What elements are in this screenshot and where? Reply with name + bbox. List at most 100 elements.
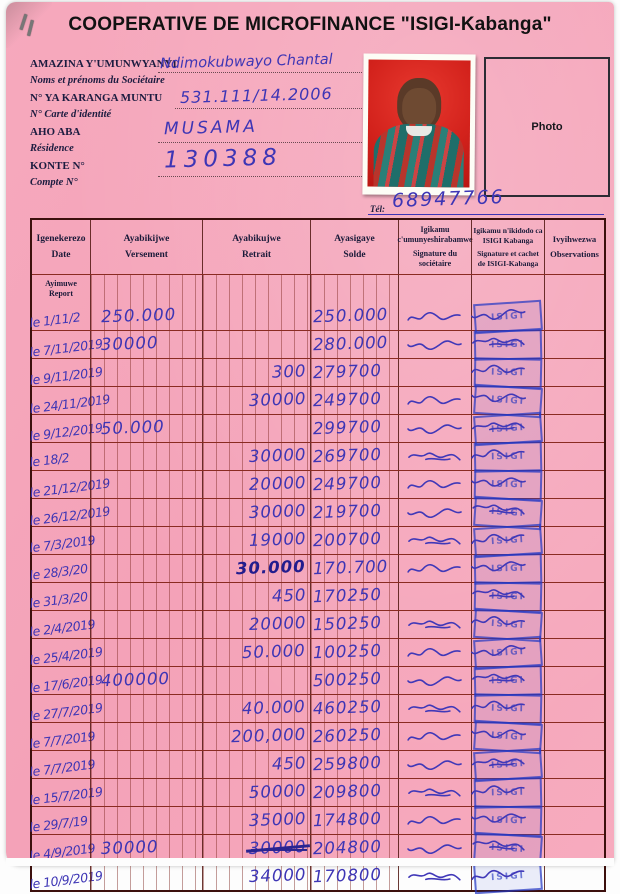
member-signature-cell: [398, 863, 471, 890]
date-cell: le 2/4/2019: [29, 611, 96, 639]
table-row: le 26/12/2019 30000 219700 ISIGI: [29, 495, 604, 530]
coop-stamp-cell: ISIGI: [471, 495, 544, 530]
field-account-value: 130388: [163, 144, 283, 174]
coop-stamp-cell: ISIGI: [471, 523, 544, 558]
col-header-member-signature: Igikamu c'umunyeshirabamwe Signature du s…: [397, 220, 473, 274]
versement-cell: [90, 443, 202, 470]
date-cell: le 7/7/2019: [29, 723, 96, 751]
versement-cell: [90, 639, 202, 666]
coop-stamp-cell: ISIGI: [471, 607, 544, 642]
field-residence-value: MUSAMA: [163, 116, 259, 140]
date-value: le 7/7/2019: [28, 728, 96, 752]
field-name-line: [158, 72, 362, 73]
field-residence-line: [158, 142, 362, 143]
member-signature-icon: [471, 308, 526, 320]
date-cell: le 18/2: [29, 443, 90, 470]
field-residence-label-fr: Résidence: [30, 143, 74, 154]
retrait-cell: 35000: [202, 807, 310, 834]
table-row: le 29/7/19 35000 174800 ISIGI: [29, 804, 604, 837]
member-signature-icon: [408, 871, 461, 881]
retrait-cell: 30000: [202, 387, 310, 414]
member-signature-cell: [398, 611, 471, 638]
col-header-coop-stamp: Igikamu n'ikidodo ca ISIGI Kabanga Signat…: [471, 220, 544, 274]
isigi-stamp-icon: ISIGI: [472, 747, 543, 782]
versement-cell: [90, 695, 202, 722]
observation-cell: [544, 471, 604, 498]
versement-value: 30000: [100, 333, 159, 355]
scan-edge: [6, 858, 614, 866]
member-signature-cell: [398, 331, 471, 358]
report-label: Ayimuwe Report: [45, 279, 77, 298]
solde-cell: 259800: [310, 751, 398, 778]
member-signature-icon: [408, 535, 461, 545]
versement-cell: [90, 527, 202, 554]
date-cell: le 28/3/20: [29, 555, 90, 583]
versement-value: 30000: [100, 837, 159, 859]
versement-cell: [90, 471, 202, 498]
coop-stamp-cell: ISIGI: [471, 804, 544, 837]
member-signature-cell: [398, 415, 471, 442]
member-signature-cell: [398, 471, 471, 498]
solde-value: 260250: [312, 725, 383, 747]
solde-value: 200700: [312, 529, 383, 551]
isigi-stamp-icon: ISIGI: [472, 580, 543, 613]
solde-cell: 249700: [310, 471, 398, 498]
observation-cell: [544, 303, 604, 330]
member-signature-cell: [398, 555, 471, 582]
solde-cell: 219700: [310, 499, 398, 526]
member-signature-cell: [398, 751, 471, 778]
solde-value: 279700: [312, 361, 383, 383]
date-cell: le 7/11/2019: [29, 331, 104, 360]
member-signature-icon: [408, 787, 461, 797]
coop-stamp-cell: ISIGI: [471, 635, 544, 670]
solde-value: 209800: [312, 781, 383, 803]
solde-value: 249700: [312, 473, 383, 495]
solde-value: 170250: [312, 585, 383, 607]
retrait-cell: [202, 667, 310, 694]
member-signature-icon: [407, 423, 462, 434]
coop-stamp-cell: ISIGI: [471, 328, 544, 361]
field-name-label-rn: AMAZINA Y'UMUNWYANYI: [30, 58, 177, 70]
field-name: AMAZINA Y'UMUNWYANYI Noms et prénoms du …: [30, 58, 177, 86]
retrait-cell: [202, 303, 310, 330]
retrait-cell: 30.000: [202, 555, 310, 582]
observation-cell: [544, 527, 604, 554]
member-signature-cell: [398, 303, 471, 330]
member-signature-cell: [398, 499, 471, 526]
phone-line: [368, 214, 604, 215]
field-account: KONTE N° Compte N°: [30, 160, 85, 188]
isigi-stamp-icon: ISIGI: [472, 495, 543, 530]
coop-stamp-cell: ISIGI: [471, 440, 544, 473]
versement-cell: [90, 387, 202, 414]
isigi-stamp-icon: ISIGI: [471, 468, 543, 501]
solde-cell: 150250: [310, 611, 398, 638]
member-photo-image: [367, 59, 471, 188]
table-row: le 25/4/2019 50.000 100250 ISIGI: [29, 635, 604, 670]
table-row: le 9/11/2019 300 279700 ISIGI: [29, 356, 604, 389]
member-signature-icon: [471, 533, 525, 544]
solde-value: 299700: [312, 417, 383, 439]
table-row: le 17/6/2019 400000 500250 ISIGI: [29, 664, 604, 697]
retrait-cell: 200,000: [202, 723, 310, 750]
date-cell: le 10/9/2019: [29, 863, 104, 892]
solde-cell: 279700: [310, 359, 398, 386]
solde-value: 150250: [312, 613, 383, 635]
member-signature-icon: [407, 563, 461, 573]
field-name-label-fr: Noms et prénoms du Sociétaire: [30, 75, 165, 86]
retrait-cell: 30000: [202, 443, 310, 470]
table-row: le 21/12/2019 20000 249700 ISIGI: [29, 468, 604, 501]
solde-value: 500250: [312, 669, 383, 691]
date-value: le 2/4/2019: [28, 616, 96, 640]
passbook-page: COOPERATIVE DE MICROFINANCE "ISIGI-Kaban…: [6, 2, 614, 894]
field-account-line: [158, 176, 362, 177]
date-cell: le 29/7/19: [29, 807, 90, 835]
solde-cell: 249700: [310, 387, 398, 414]
table-row: le 18/2 30000 269700 ISIGI: [29, 440, 604, 473]
member-signature-icon: [472, 673, 525, 682]
coop-stamp-cell: ISIGI: [471, 664, 544, 697]
solde-cell: 170250: [310, 583, 398, 610]
versement-cell: [90, 807, 202, 834]
table-row: le 10/9/2019 34000 170800 ISIGI: [29, 859, 604, 894]
solde-cell: 269700: [310, 443, 398, 470]
member-signature-cell: [398, 583, 471, 610]
